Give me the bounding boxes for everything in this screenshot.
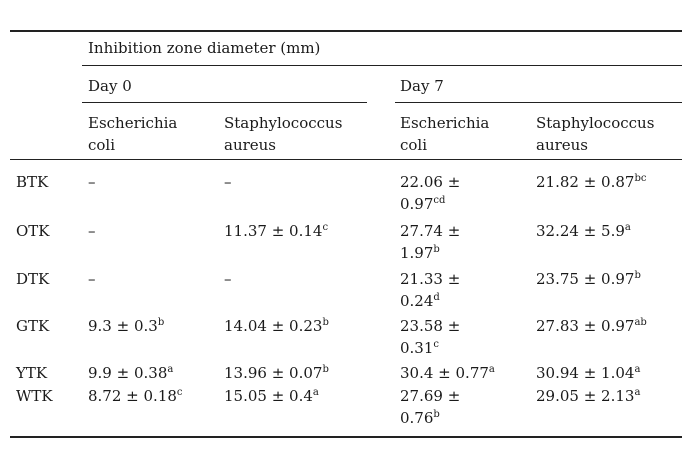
table-cell: 27.83 ± 0.97ab xyxy=(536,317,647,335)
species-header: Staphylococcus aureus xyxy=(536,114,655,154)
row-label: WTK xyxy=(16,387,53,405)
day7-rule xyxy=(395,102,682,103)
table-cell: 22.06 ±0.97cd xyxy=(400,173,461,213)
row-label: GTK xyxy=(16,317,50,335)
table-cell: – xyxy=(224,270,232,288)
table-cell: – xyxy=(224,173,232,191)
day-header-0: Day 0 xyxy=(88,77,132,95)
table-cell: 21.33 ±0.24d xyxy=(400,270,461,310)
table-cell: – xyxy=(88,270,96,288)
day-header-7: Day 7 xyxy=(400,77,444,95)
row-label: BTK xyxy=(16,173,49,191)
table-cell: – xyxy=(88,173,96,191)
group-header-rule xyxy=(82,65,682,66)
species-header: Escherichia coli xyxy=(88,114,178,154)
header-bottom-rule xyxy=(10,159,682,160)
table-cell: 8.72 ± 0.18c xyxy=(88,387,183,405)
row-label: DTK xyxy=(16,270,50,288)
table-cell: 27.74 ±1.97b xyxy=(400,222,461,262)
table-cell: 11.37 ± 0.14c xyxy=(224,222,329,240)
species-header: Escherichia coli xyxy=(400,114,490,154)
table-cell: 23.75 ± 0.97b xyxy=(536,270,641,288)
table-cell: 9.9 ± 0.38a xyxy=(88,364,174,382)
row-label: OTK xyxy=(16,222,50,240)
table-cell: 29.05 ± 2.13a xyxy=(536,387,641,405)
table-cell: 14.04 ± 0.23b xyxy=(224,317,329,335)
table-cell: – xyxy=(88,222,96,240)
day0-rule xyxy=(82,102,367,103)
group-header: Inhibition zone diameter (mm) xyxy=(88,39,321,57)
table-cell: 23.58 ±0.31c xyxy=(400,317,461,357)
table-cell: 21.82 ± 0.87bc xyxy=(536,173,647,191)
top-rule xyxy=(10,30,682,32)
table-cell: 27.69 ±0.76b xyxy=(400,387,461,427)
species-header: Staphylococcus aureus xyxy=(224,114,343,154)
table-cell: 30.94 ± 1.04a xyxy=(536,364,641,382)
row-label: YTK xyxy=(16,364,48,382)
table-cell: 30.4 ± 0.77a xyxy=(400,364,495,382)
bottom-rule xyxy=(10,436,682,438)
table-cell: 15.05 ± 0.4a xyxy=(224,387,319,405)
table-cell: 9.3 ± 0.3b xyxy=(88,317,165,335)
table-cell: 32.24 ± 5.9a xyxy=(536,222,631,240)
table-cell: 13.96 ± 0.07b xyxy=(224,364,329,382)
